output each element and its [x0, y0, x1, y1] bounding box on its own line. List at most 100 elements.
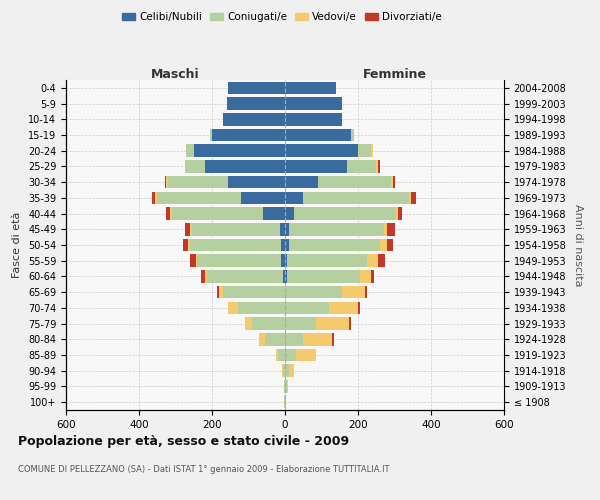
Bar	[170, 208, 172, 220]
Bar	[371, 270, 374, 282]
Bar	[285, 82, 336, 94]
Bar	[280, 223, 285, 235]
Bar	[152, 192, 155, 204]
Bar	[398, 208, 402, 220]
Bar	[285, 160, 347, 172]
Bar	[190, 223, 192, 235]
Bar	[289, 364, 294, 377]
Bar	[205, 160, 285, 172]
Bar	[187, 144, 194, 157]
Y-axis label: Anni di nascita: Anni di nascita	[573, 204, 583, 286]
Bar	[285, 144, 358, 157]
Bar	[190, 254, 196, 267]
Bar	[360, 270, 371, 282]
Bar	[185, 223, 190, 235]
Bar	[287, 270, 360, 282]
Bar	[284, 396, 285, 408]
Bar	[192, 223, 280, 235]
Bar	[212, 128, 285, 141]
Bar	[287, 380, 288, 392]
Bar	[392, 176, 395, 188]
Bar	[168, 176, 229, 188]
Bar	[285, 254, 287, 267]
Bar	[285, 380, 287, 392]
Bar	[285, 208, 294, 220]
Bar	[185, 160, 205, 172]
Bar	[371, 144, 373, 157]
Bar	[285, 113, 341, 126]
Bar	[155, 192, 157, 204]
Bar	[285, 318, 316, 330]
Bar	[383, 223, 387, 235]
Bar	[278, 348, 285, 362]
Bar	[285, 364, 289, 377]
Bar	[329, 302, 358, 314]
Bar	[285, 176, 318, 188]
Bar	[194, 144, 285, 157]
Bar	[283, 364, 285, 377]
Bar	[378, 254, 385, 267]
Bar	[294, 208, 397, 220]
Bar	[285, 302, 329, 314]
Bar	[380, 238, 387, 252]
Bar	[378, 160, 380, 172]
Bar	[229, 302, 238, 314]
Bar	[347, 160, 376, 172]
Bar	[276, 348, 278, 362]
Bar	[287, 254, 367, 267]
Bar	[285, 192, 303, 204]
Bar	[172, 208, 263, 220]
Bar	[296, 348, 316, 362]
Bar	[285, 128, 350, 141]
Bar	[285, 396, 286, 408]
Bar	[223, 113, 285, 126]
Bar	[190, 238, 281, 252]
Bar	[316, 318, 349, 330]
Text: Maschi: Maschi	[151, 68, 200, 81]
Bar	[284, 380, 285, 392]
Bar	[197, 254, 281, 267]
Text: Femmine: Femmine	[362, 68, 427, 81]
Bar	[166, 208, 170, 220]
Bar	[376, 160, 378, 172]
Bar	[318, 176, 391, 188]
Legend: Celibi/Nubili, Coniugati/e, Vedovi/e, Divorziati/e: Celibi/Nubili, Coniugati/e, Vedovi/e, Di…	[118, 8, 446, 26]
Bar	[358, 144, 371, 157]
Bar	[252, 318, 285, 330]
Bar	[241, 192, 285, 204]
Bar	[341, 286, 365, 298]
Bar	[206, 270, 283, 282]
Bar	[367, 254, 378, 267]
Bar	[285, 270, 287, 282]
Bar	[332, 333, 334, 345]
Bar	[205, 270, 206, 282]
Bar	[229, 176, 285, 188]
Bar	[281, 238, 285, 252]
Bar	[227, 98, 285, 110]
Bar	[220, 286, 223, 298]
Bar	[285, 98, 341, 110]
Bar	[166, 176, 168, 188]
Text: Popolazione per età, sesso e stato civile - 2009: Popolazione per età, sesso e stato civil…	[18, 435, 349, 448]
Bar	[259, 333, 265, 345]
Bar	[229, 82, 285, 94]
Bar	[350, 128, 355, 141]
Bar	[285, 238, 289, 252]
Bar	[210, 128, 212, 141]
Bar	[387, 238, 392, 252]
Bar	[285, 286, 341, 298]
Bar	[397, 208, 398, 220]
Bar	[391, 176, 392, 188]
Bar	[289, 238, 380, 252]
Bar	[358, 302, 360, 314]
Bar	[285, 348, 296, 362]
Bar	[223, 286, 285, 298]
Bar	[263, 208, 285, 220]
Bar	[303, 192, 409, 204]
Bar	[365, 286, 367, 298]
Bar	[281, 254, 285, 267]
Bar	[164, 176, 166, 188]
Bar	[217, 286, 220, 298]
Bar	[201, 270, 205, 282]
Bar	[303, 333, 332, 345]
